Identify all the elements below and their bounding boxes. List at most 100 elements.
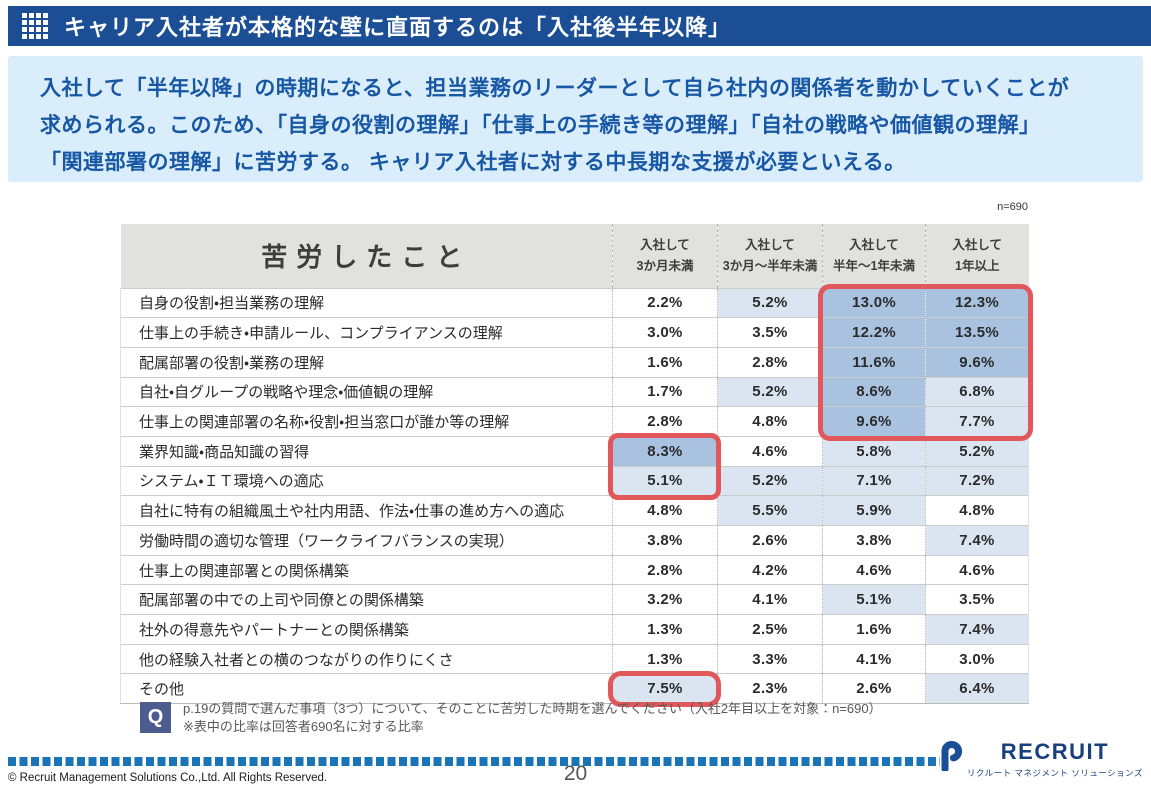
value-cell: 7.4% [925, 614, 1029, 645]
column-header-2: 入社して 半年〜1年未満 [822, 224, 926, 288]
value-cell: 7.2% [925, 465, 1029, 496]
summary-line: 求められる。このため、「自身の役割の理解」「仕事上の手続き等の理解」「自社の戦略… [40, 114, 1041, 137]
value-cell: 3.0% [612, 317, 718, 348]
row-label: 社外の得意先やパートナーとの関係構築 [120, 614, 613, 645]
table-row: 他の経験入社者との横のつながりの作りにくさ 1.3% 3.3% 4.1% 3.0… [120, 643, 1029, 674]
value-cell: 2.8% [612, 406, 718, 437]
row-label: 仕事上の関連部署との関係構築 [120, 554, 613, 585]
row-label: 自社に特有の組織風土や社内用語、作法・仕事の進め方への適応 [120, 495, 613, 526]
column-header-1: 入社して 3か月〜半年未満 [717, 224, 823, 288]
value-cell: 1.7% [612, 376, 718, 407]
value-cell: 13.5% [925, 317, 1029, 348]
value-cell: 1.6% [612, 346, 718, 378]
row-label: 配属部署の中での上司や同僚との関係構築 [120, 584, 613, 615]
row-label: 仕事上の関連部署の名称・役割・担当窓口が誰か等の理解 [120, 406, 613, 437]
row-label: 自社・自グループの戦略や理念・価値観の理解 [120, 376, 613, 407]
value-cell: 12.3% [925, 287, 1029, 318]
recruit-logo: RECRUIT リクルート マネジメント ソリューションズ [939, 740, 1143, 779]
row-label: 自身の役割・担当業務の理解 [120, 287, 613, 318]
table-row: 自社・自グループの戦略や理念・価値観の理解 1.7% 5.2% 8.6% 6.8… [120, 376, 1029, 407]
value-cell: 3.5% [717, 317, 823, 348]
question-note: Q p.19の質問で選んだ事項（3つ）について、そのことに苦労した時期を選んでく… [140, 700, 882, 736]
value-cell: 13.0% [822, 287, 926, 318]
value-cell: 5.2% [925, 435, 1029, 467]
table-body: 自身の役割・担当業務の理解 2.2% 5.2% 13.0% 12.3% 仕事上の… [120, 287, 1029, 705]
footer-dotted-divider [8, 757, 940, 766]
value-cell: 5.9% [822, 495, 926, 526]
value-cell: 3.8% [822, 525, 926, 556]
value-cell: 11.6% [822, 346, 926, 378]
row-label: 他の経験入社者との横のつながりの作りにくさ [120, 643, 613, 674]
row-label: 仕事上の手続き・申請ルール、コンプライアンスの理解 [120, 317, 613, 348]
table-row: 仕事上の関連部署の名称・役割・担当窓口が誰か等の理解 2.8% 4.8% 9.6… [120, 406, 1029, 437]
value-cell: 2.8% [717, 346, 823, 378]
value-cell: 5.1% [612, 465, 718, 496]
value-cell: 4.8% [612, 495, 718, 526]
grid-icon [22, 13, 48, 39]
value-cell: 9.6% [822, 406, 926, 437]
value-cell: 7.4% [925, 525, 1029, 556]
value-cell: 5.2% [717, 287, 823, 318]
value-cell: 8.3% [612, 435, 718, 467]
value-cell: 3.2% [612, 584, 718, 615]
table-row: 自身の役割・担当業務の理解 2.2% 5.2% 13.0% 12.3% [120, 287, 1029, 318]
table-row: 仕事上の関連部署との関係構築 2.8% 4.2% 4.6% 4.6% [120, 554, 1029, 585]
summary-line: 入社して「半年以降」の時期になると、担当業務のリーダーとして自ら社内の関係者を動… [40, 77, 1070, 100]
value-cell: 1.3% [612, 614, 718, 645]
value-cell: 2.5% [717, 614, 823, 645]
value-cell: 4.2% [717, 554, 823, 585]
recruit-logo-mark-icon [941, 741, 962, 771]
summary-line: 「関連部署の理解」に苦労する。 キャリア入社者に対する中長期な支援が必要といえる… [40, 151, 906, 174]
value-cell: 5.1% [822, 584, 926, 615]
value-cell: 4.6% [717, 435, 823, 467]
value-cell: 1.6% [822, 614, 926, 645]
value-cell: 7.7% [925, 406, 1029, 437]
value-cell: 2.6% [822, 673, 926, 705]
column-header-0: 入社して 3か月未満 [612, 224, 718, 288]
row-label: 配属部署の役割・業務の理解 [120, 346, 613, 378]
value-cell: 8.6% [822, 376, 926, 407]
value-cell: 3.8% [612, 525, 718, 556]
value-cell: 12.2% [822, 317, 926, 348]
value-cell: 4.6% [822, 554, 926, 585]
survey-table-zone: 苦労したこと 入社して 3か月未満 入社して 3か月〜半年未満 入社して 半年〜… [120, 224, 1033, 707]
survey-table: 苦労したこと 入社して 3か月未満 入社して 3か月〜半年未満 入社して 半年〜… [120, 224, 1029, 705]
table-header-row: 苦労したこと 入社して 3か月未満 入社して 3か月〜半年未満 入社して 半年〜… [120, 224, 1029, 288]
value-cell: 4.8% [717, 406, 823, 437]
table-row: 業界知識・商品知識の習得 8.3% 4.6% 5.8% 5.2% [120, 435, 1029, 467]
table-row: 社外の得意先やパートナーとの関係構築 1.3% 2.5% 1.6% 7.4% [120, 614, 1029, 645]
value-cell: 7.5% [612, 673, 718, 705]
question-text: p.19の質問で選んだ事項（3つ）について、そのことに苦労した時期を選んでくださ… [183, 701, 882, 716]
question-badge: Q [140, 702, 171, 733]
row-label: 業界知識・商品知識の習得 [120, 435, 613, 467]
table-row: その他 7.5% 2.3% 2.6% 6.4% [120, 673, 1029, 705]
table-row: 自社に特有の組織風土や社内用語、作法・仕事の進め方への適応 4.8% 5.5% … [120, 495, 1029, 526]
value-cell: 4.8% [925, 495, 1029, 526]
table-row: 配属部署の役割・業務の理解 1.6% 2.8% 11.6% 9.6% [120, 346, 1029, 378]
value-cell: 6.8% [925, 376, 1029, 407]
value-cell: 1.3% [612, 643, 718, 674]
recruit-logo-text: RECRUIT [1000, 739, 1110, 764]
page-title: キャリア入社者が本格的な壁に直面するのは「入社後半年以降」 [64, 15, 732, 40]
value-cell: 9.6% [925, 346, 1029, 378]
value-cell: 4.1% [822, 643, 926, 674]
row-label: その他 [120, 673, 613, 705]
copyright-text: © Recruit Management Solutions Co.,Ltd. … [8, 772, 328, 784]
value-cell: 2.6% [717, 525, 823, 556]
summary-box: 入社して「半年以降」の時期になると、担当業務のリーダーとして自ら社内の関係者を動… [8, 56, 1143, 182]
table-corner-header: 苦労したこと [120, 224, 613, 288]
value-cell: 5.8% [822, 435, 926, 467]
value-cell: 2.3% [717, 673, 823, 705]
table-row: 労働時間の適切な管理（ワークライフバランスの実現） 3.8% 2.6% 3.8%… [120, 525, 1029, 556]
table-row: 配属部署の中での上司や同僚との関係構築 3.2% 4.1% 5.1% 3.5% [120, 584, 1029, 615]
table-row: システム・ＩＴ環境への適応 5.1% 5.2% 7.1% 7.2% [120, 465, 1029, 496]
value-cell: 4.6% [925, 554, 1029, 585]
value-cell: 5.2% [717, 465, 823, 496]
question-footnote: ※表中の比率は回答者690名に対する比率 [183, 719, 424, 734]
value-cell: 2.8% [612, 554, 718, 585]
value-cell: 3.0% [925, 643, 1029, 674]
value-cell: 4.1% [717, 584, 823, 615]
value-cell: 5.2% [717, 376, 823, 407]
value-cell: 3.5% [925, 584, 1029, 615]
value-cell: 2.2% [612, 287, 718, 318]
